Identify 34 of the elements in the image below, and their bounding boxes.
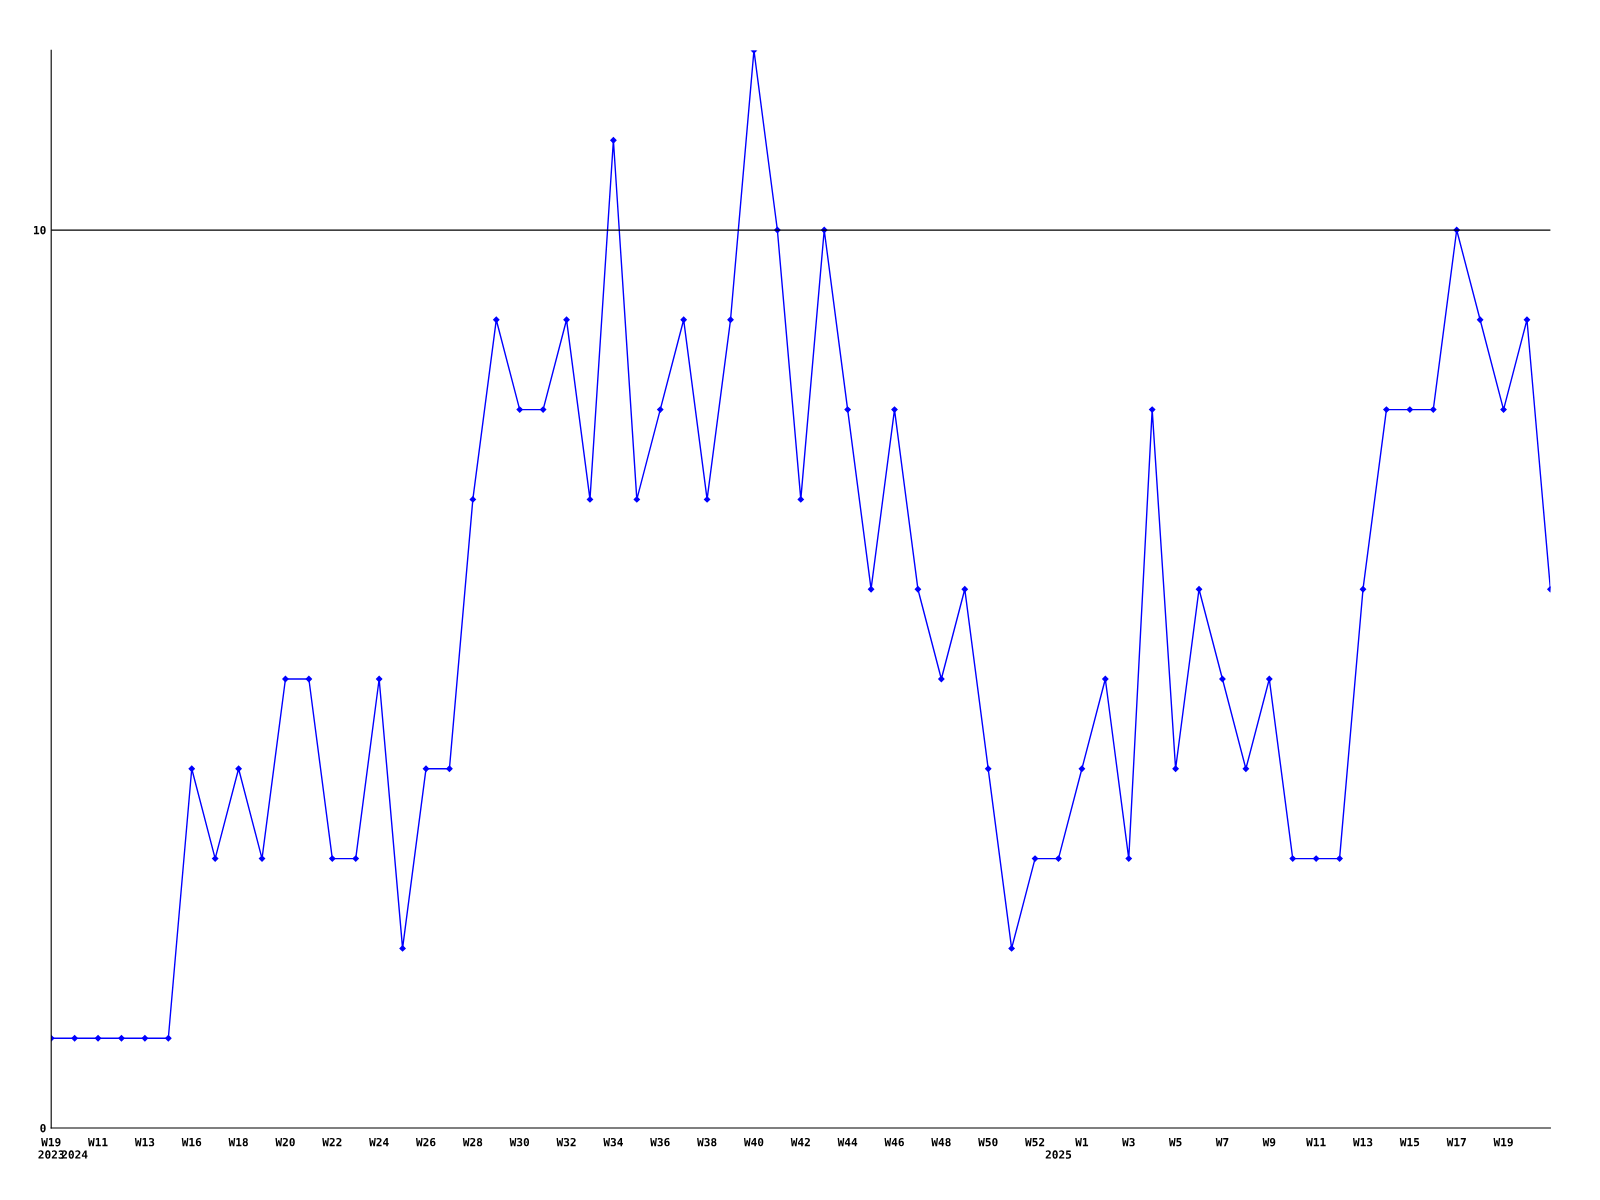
x-tick-label: W13 — [134, 1137, 155, 1147]
x-tick-label: W22 — [322, 1137, 342, 1147]
x-tick-label: W17 — [1446, 1138, 1466, 1147]
x-tick-label: W9 — [1262, 1137, 1276, 1147]
x-tick-label: W19 — [1493, 1137, 1513, 1147]
x-tick-label: W16 — [181, 1137, 202, 1147]
x-tick-label: W20 — [275, 1137, 295, 1147]
x-tick-label: W1 — [1075, 1138, 1089, 1147]
x-tick-label: W30 — [509, 1137, 530, 1147]
x-tick-label: W26 — [415, 1137, 436, 1147]
x-tick-label: W44 — [837, 1138, 858, 1147]
y-tick-label: 10 — [33, 225, 46, 235]
x-tick-label: W46 — [884, 1137, 904, 1147]
x-tick-label: W3 — [1122, 1137, 1135, 1147]
x-tick-label: W18 — [228, 1137, 248, 1147]
x-tick-label: W36 — [650, 1137, 670, 1147]
x-tick-label: W5 — [1168, 1138, 1182, 1147]
x-tick-label: W28 — [462, 1137, 483, 1147]
x-tick-label: W48 — [931, 1137, 951, 1147]
x-tick-label: W7 — [1215, 1138, 1229, 1147]
x-tick-label: W15 — [1399, 1138, 1420, 1147]
x-tick-label: W34 — [603, 1137, 623, 1147]
x-tick-label: W24 — [369, 1137, 389, 1147]
x-tick-label: W50 — [978, 1137, 998, 1147]
x-tick-label: W38 — [697, 1137, 717, 1147]
y-tick-label: 0 — [40, 1123, 46, 1133]
x-tick-label: W40 — [743, 1137, 764, 1147]
x-tick-label: W52 — [1025, 1137, 1045, 1147]
x-tick-label: W13 — [1352, 1137, 1373, 1147]
x-tick-label: W11 — [1306, 1138, 1326, 1147]
x-tick-label: W11 — [88, 1138, 108, 1147]
x-tick-label: W32 — [556, 1137, 576, 1147]
x-tick-label: W42 — [790, 1137, 810, 1147]
x-tick-label: 2025 — [1045, 1150, 1072, 1159]
